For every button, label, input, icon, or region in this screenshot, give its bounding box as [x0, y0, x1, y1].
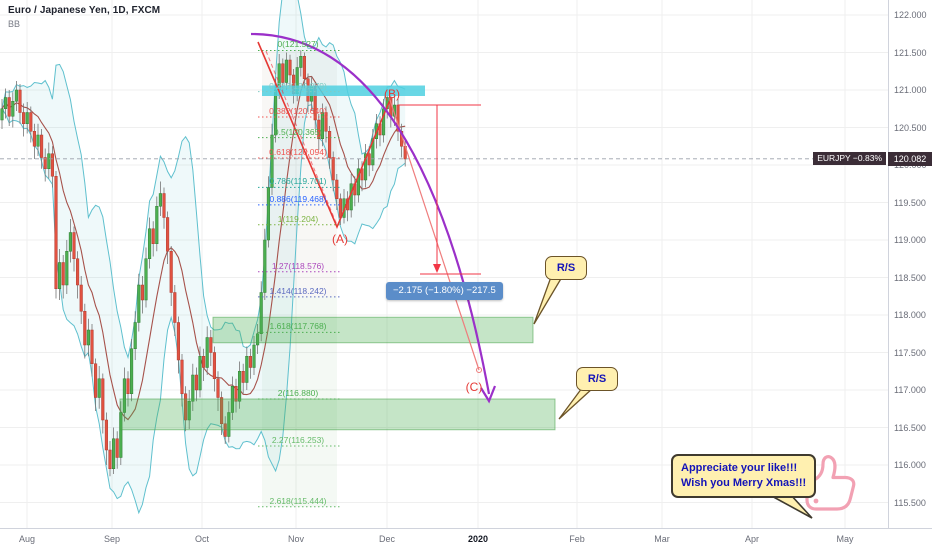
- x-axis-tick: Feb: [569, 534, 585, 544]
- y-axis-tick: 117.000: [894, 385, 926, 395]
- fib-level-label: 0(121.527): [277, 39, 319, 50]
- y-axis-tick: 121.000: [894, 85, 927, 95]
- measure-arrow-icon: [433, 264, 441, 273]
- y-axis-tick: 117.500: [894, 347, 926, 358]
- support-resistance-zones[interactable]: [119, 85, 556, 431]
- candlesticks: [0, 50, 407, 477]
- fib-level-label: 2(116.880): [277, 388, 319, 398]
- trend-drawings[interactable]: [250, 32, 497, 404]
- x-axis-tick: Oct: [194, 534, 210, 544]
- fib-level-label: 1.27(118.576): [271, 260, 325, 271]
- gridlines: [0, 0, 888, 528]
- purple-arrowhead-icon: [480, 385, 497, 404]
- fib-level-label: 2.618(115.444): [269, 495, 327, 506]
- wave-label-C[interactable]: (C): [466, 380, 483, 394]
- fib-level-label: 1(119.204): [277, 213, 319, 224]
- fib-level-label: 2.27(116.253): [271, 435, 325, 446]
- support-zone-2: [119, 398, 556, 431]
- symbol-title[interactable]: Euro / Japanese Yen, 1D, FXCM: [8, 5, 161, 16]
- x-axis-tick: Aug: [18, 534, 36, 544]
- x-axis-tick: Apr: [744, 534, 760, 544]
- fib-level-label: 0.886(119.468): [269, 193, 327, 204]
- symbol-change-flag: EURJPY −0.83%: [813, 151, 886, 165]
- rs-callout-1[interactable]: R/S: [545, 256, 587, 280]
- wave-label-B[interactable]: (B): [384, 87, 400, 101]
- x-axis-tick: Sep: [103, 534, 121, 544]
- fib-level-label: 0.618(120.094): [269, 146, 327, 157]
- y-axis-tick: 118.500: [894, 272, 926, 283]
- x-axis-tick: May: [836, 534, 854, 544]
- y-axis-tick: 115.500: [894, 497, 926, 508]
- y-axis-tick: 116.000: [894, 460, 926, 470]
- y-axis-tick: 119.000: [894, 235, 926, 245]
- greeting-line-1: Appreciate your like!!!: [681, 462, 798, 474]
- b-to-c-projection-line: [389, 99, 480, 371]
- greeting-line-2: Wish you Merry Xmas!!!: [681, 477, 807, 489]
- thumbs-up-icon: [805, 455, 856, 511]
- fib-level-label: 1.414(118.242): [269, 285, 327, 296]
- indicator-label-bb[interactable]: BB: [8, 19, 21, 29]
- fib-level-label: 0.382(120.640): [269, 106, 327, 116]
- fib-level-label: 0.5(120.365): [273, 126, 323, 137]
- last-price-flag: 120.082: [888, 151, 932, 166]
- x-axis-tick: 2020: [467, 534, 489, 544]
- fib-level-label: 0.236(120.979): [269, 80, 327, 91]
- y-axis-tick: 119.500: [894, 197, 926, 208]
- measure-tool-label[interactable]: −2.175 (−1.80%) −217.5: [386, 282, 503, 300]
- greeting-callout[interactable]: Appreciate your like!!! Wish you Merry X…: [671, 454, 817, 498]
- fib-level-label: 0.786(119.701): [269, 176, 327, 187]
- fib-level-label: 1.618(117.768): [269, 321, 327, 332]
- y-axis-tick: 121.500: [894, 47, 927, 58]
- resistance-zone-cyan: [262, 85, 425, 96]
- abc-zigzag-line: [257, 41, 391, 230]
- y-axis-tick: 118.000: [894, 310, 926, 320]
- y-axis-tick: 120.500: [894, 122, 927, 133]
- y-axis-tick: 116.500: [894, 422, 926, 433]
- callout-tails: [533, 276, 813, 519]
- x-axis-tick: Mar: [654, 534, 670, 544]
- x-axis-tick: Dec: [378, 534, 396, 544]
- bollinger-bands: [1, 0, 406, 515]
- rs-callout-2[interactable]: R/S: [576, 367, 618, 391]
- support-zone-1: [212, 316, 534, 344]
- x-axis-line: [0, 528, 932, 529]
- x-axis-tick: Nov: [287, 534, 305, 544]
- fib-baseline: [265, 50, 338, 226]
- wave-label-A[interactable]: (A): [332, 232, 348, 246]
- y-axis-tick: 122.000: [894, 10, 927, 20]
- y-axis-line: [888, 0, 889, 528]
